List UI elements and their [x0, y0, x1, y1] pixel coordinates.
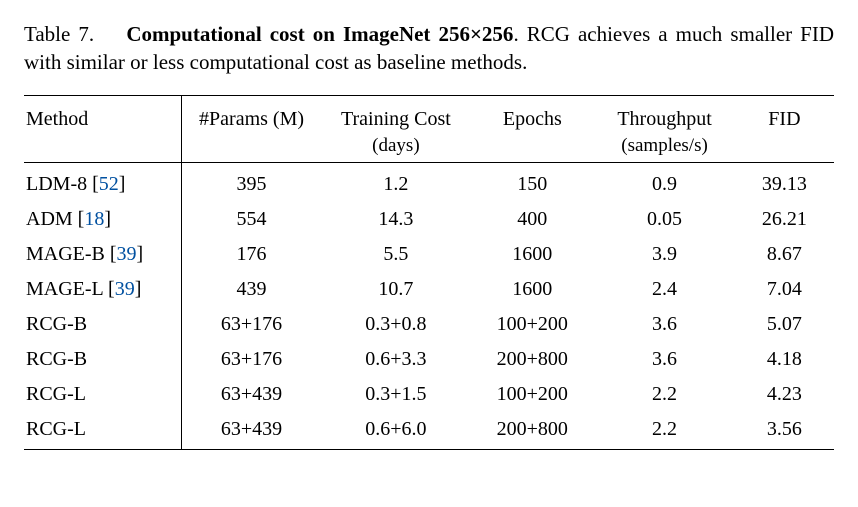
results-table: Method #Params (M) Training Cost (days) …: [24, 95, 834, 451]
cell-throughput: 0.05: [594, 202, 735, 237]
table-row: MAGE-L [39]43910.716002.47.04: [24, 272, 834, 307]
col-training-label: Training Cost: [341, 108, 451, 130]
cell-fid: 4.23: [735, 377, 834, 412]
table-caption: Table 7. Computational cost on ImageNet …: [24, 20, 834, 77]
table-row: RCG-L63+4390.3+1.5100+2002.24.23: [24, 377, 834, 412]
cell-fid: 4.18: [735, 342, 834, 377]
cell-method: RCG-L: [24, 412, 181, 450]
cell-method: RCG-L: [24, 377, 181, 412]
col-throughput-sub: (samples/s): [604, 133, 725, 159]
cell-training: 1.2: [322, 163, 471, 203]
cell-params: 63+176: [181, 307, 322, 342]
cell-training: 10.7: [322, 272, 471, 307]
cell-params: 395: [181, 163, 322, 203]
table-header-row: Method #Params (M) Training Cost (days) …: [24, 95, 834, 163]
cell-throughput: 3.6: [594, 342, 735, 377]
cell-epochs: 1600: [470, 237, 594, 272]
cell-throughput: 0.9: [594, 163, 735, 203]
cell-method: RCG-B: [24, 342, 181, 377]
cell-epochs: 150: [470, 163, 594, 203]
cell-fid: 3.56: [735, 412, 834, 450]
col-params: #Params (M): [181, 95, 322, 163]
col-throughput: Throughput (samples/s): [594, 95, 735, 163]
table-row: MAGE-B [39]1765.516003.98.67: [24, 237, 834, 272]
citation-link[interactable]: 52: [99, 173, 119, 195]
cell-training: 0.3+0.8: [322, 307, 471, 342]
cell-fid: 39.13: [735, 163, 834, 203]
col-training-sub: (days): [332, 133, 461, 159]
cell-params: 176: [181, 237, 322, 272]
cell-throughput: 3.9: [594, 237, 735, 272]
cell-method: MAGE-B [39]: [24, 237, 181, 272]
cell-epochs: 100+200: [470, 377, 594, 412]
cell-fid: 7.04: [735, 272, 834, 307]
col-epochs: Epochs: [470, 95, 594, 163]
cell-epochs: 100+200: [470, 307, 594, 342]
cell-method: RCG-B: [24, 307, 181, 342]
cell-params: 63+176: [181, 342, 322, 377]
cell-throughput: 2.4: [594, 272, 735, 307]
table-title: Computational cost on ImageNet 256×256: [126, 22, 513, 46]
cell-training: 14.3: [322, 202, 471, 237]
cell-training: 5.5: [322, 237, 471, 272]
cell-training: 0.6+3.3: [322, 342, 471, 377]
cell-throughput: 2.2: [594, 377, 735, 412]
cell-training: 0.6+6.0: [322, 412, 471, 450]
cell-throughput: 3.6: [594, 307, 735, 342]
cell-fid: 5.07: [735, 307, 834, 342]
cell-method: LDM-8 [52]: [24, 163, 181, 203]
cell-params: 63+439: [181, 412, 322, 450]
table-row: RCG-L63+4390.6+6.0200+8002.23.56: [24, 412, 834, 450]
cell-params: 439: [181, 272, 322, 307]
table-row: LDM-8 [52]3951.21500.939.13: [24, 163, 834, 203]
cell-epochs: 200+800: [470, 412, 594, 450]
cell-params: 554: [181, 202, 322, 237]
citation-link[interactable]: 39: [115, 278, 135, 300]
cell-params: 63+439: [181, 377, 322, 412]
col-fid: FID: [735, 95, 834, 163]
cell-fid: 8.67: [735, 237, 834, 272]
cell-epochs: 400: [470, 202, 594, 237]
table-label: Table 7.: [24, 22, 94, 46]
citation-link[interactable]: 18: [84, 208, 104, 230]
table-row: ADM [18]55414.34000.0526.21: [24, 202, 834, 237]
table-row: RCG-B63+1760.3+0.8100+2003.65.07: [24, 307, 834, 342]
cell-method: ADM [18]: [24, 202, 181, 237]
table-row: RCG-B63+1760.6+3.3200+8003.64.18: [24, 342, 834, 377]
cell-epochs: 1600: [470, 272, 594, 307]
citation-link[interactable]: 39: [117, 243, 137, 265]
cell-fid: 26.21: [735, 202, 834, 237]
cell-method: MAGE-L [39]: [24, 272, 181, 307]
cell-throughput: 2.2: [594, 412, 735, 450]
cell-training: 0.3+1.5: [322, 377, 471, 412]
col-training: Training Cost (days): [322, 95, 471, 163]
col-method: Method: [24, 95, 181, 163]
cell-epochs: 200+800: [470, 342, 594, 377]
col-throughput-label: Throughput: [617, 108, 711, 130]
